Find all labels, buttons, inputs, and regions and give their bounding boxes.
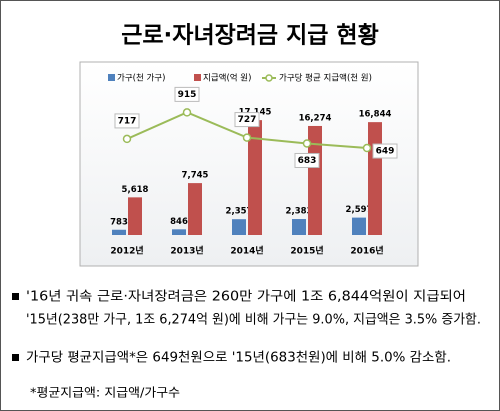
bullet	[12, 293, 19, 300]
line-marker	[302, 139, 312, 148]
notes: '16년 귀속 근로·자녀장려금은 260만 가구에 1조 6,844억원이 지…	[12, 290, 481, 400]
value-label-box	[174, 86, 200, 102]
bar	[232, 219, 246, 235]
legend-label: 지급액(억 원)	[203, 73, 251, 84]
note-text: '16년 귀속 근로·자녀장려금은 260만 가구에 1조 6,844억원이 지…	[26, 290, 466, 305]
value-label: 5,618	[122, 185, 149, 195]
bar	[112, 229, 126, 235]
bar	[128, 197, 142, 235]
legend-swatch	[194, 74, 201, 81]
value-label: 2,383	[286, 207, 313, 217]
legend-label: 가구(천 가구)	[117, 73, 165, 84]
bar	[248, 120, 262, 235]
chart-title: 근로·자녀장려금 지급 현황	[121, 23, 379, 49]
x-tick-label: 2016년	[350, 245, 383, 257]
value-label: 2,597	[346, 205, 373, 215]
line-marker	[122, 134, 132, 144]
note-text: 가구당 평균지급액*은 649천원으로 '15년(683천원)에 비해 5.0%…	[26, 351, 451, 366]
value-label-box	[294, 152, 320, 168]
note-text: '15년(238만 가구, 1조 6,274억 원)에 비해 가구는 9.0%,…	[26, 313, 481, 328]
bar	[188, 183, 202, 235]
value-label: 2,357	[226, 207, 253, 217]
legend-swatch	[108, 74, 115, 81]
value-label: 7,745	[182, 171, 209, 181]
line-marker	[242, 133, 252, 142]
value-label-box	[372, 143, 398, 159]
bar	[172, 229, 186, 235]
bar	[292, 219, 306, 235]
value-label: 717	[118, 116, 137, 126]
x-tick-label: 2013년	[170, 245, 203, 257]
line-marker	[182, 108, 192, 117]
legend-label: 가구당 평균 지급액(천 원)	[279, 73, 372, 84]
bar	[368, 122, 382, 235]
x-tick-label: 2012년	[110, 245, 143, 257]
value-label: 783	[110, 217, 128, 227]
chart: 가구(천 가구) 지급액(억 원) 가구당 평균 지급액(천 원) 2012년 2013…	[108, 73, 398, 257]
value-label: 915	[178, 90, 197, 100]
value-label: 16,844	[359, 110, 392, 120]
value-label: 683	[298, 156, 317, 166]
value-label-box	[114, 113, 140, 129]
value-label: 649	[376, 147, 395, 157]
bar	[352, 217, 366, 235]
value-label-box	[234, 112, 260, 128]
x-tick-label: 2014년	[230, 245, 263, 257]
bullet	[12, 354, 19, 361]
value-label: 727	[238, 115, 257, 125]
value-label: 846	[170, 217, 188, 227]
legend-swatch	[265, 74, 273, 82]
line-marker	[362, 143, 372, 153]
footnote: *평균지급액: 지급액/가구수	[30, 386, 180, 400]
value-label: 16,274	[299, 113, 332, 123]
x-tick-label: 2015년	[290, 245, 323, 257]
